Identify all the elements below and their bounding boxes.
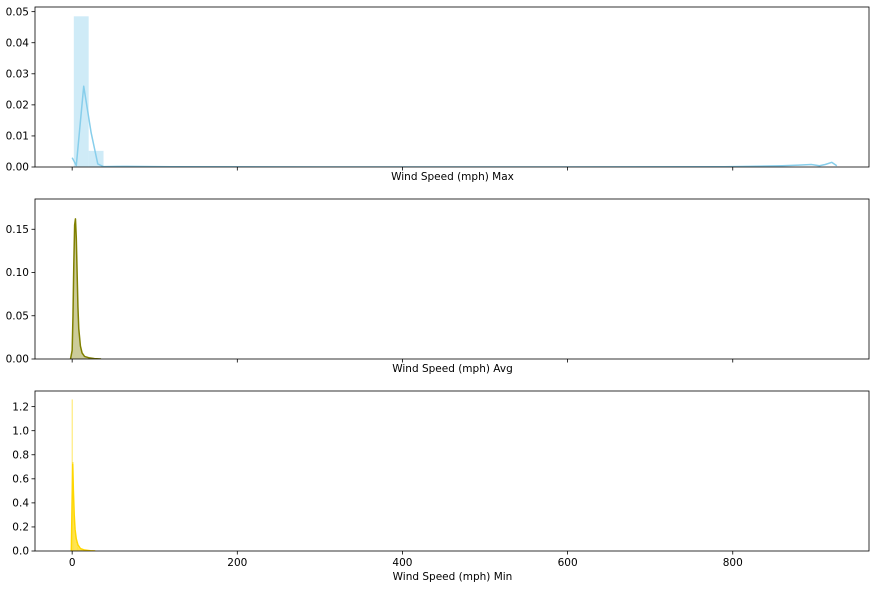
x-tick-label: 800	[723, 557, 743, 569]
x-tick-label: 200	[227, 557, 247, 569]
histogram-bar-4	[75, 535, 76, 551]
histogram-bar-2	[73, 511, 75, 551]
y-tick-label: 0.4	[12, 498, 29, 510]
subplot-3: 0.0 0.2 0.4 0.6 0.8 1.0 1.2 0 200 400 600 800 Wind S…	[12, 390, 870, 583]
histogram-bar-6	[76, 543, 78, 551]
kde-fill	[70, 218, 102, 359]
y-tick-label: 0.04	[6, 37, 30, 49]
plot-area	[71, 16, 838, 167]
axes-frame	[34, 198, 870, 360]
kde-line	[70, 463, 96, 551]
y-tick-label: 0.0	[12, 546, 29, 558]
y-tick-label: 1.2	[12, 401, 29, 413]
y-tick-label: 0.2	[12, 522, 29, 534]
y-tick-label: 0.05	[6, 6, 29, 18]
plot-area	[69, 218, 102, 359]
y-tick-label: 0.00	[6, 162, 29, 174]
kde-line	[69, 218, 102, 359]
y-tick-label: 0.10	[6, 267, 29, 279]
x-tick-label: 400	[392, 557, 412, 569]
x-axis-label: Wind Speed (mph) Avg	[392, 363, 513, 375]
axes-frame	[34, 6, 870, 168]
histogram-bar-8	[78, 547, 80, 551]
y-tick-label: 0.15	[6, 224, 29, 236]
y-tick-label: 0.05	[6, 310, 29, 322]
histogram-bar-0	[73, 16, 89, 167]
histogram-bar-3	[74, 526, 76, 551]
histogram-bar-9	[79, 548, 81, 551]
x-tick-label: 0	[69, 557, 76, 569]
kde-line	[71, 85, 838, 167]
subplot-2: 0.00 0.05 0.10 0.15 Wind Speed (mph) Avg	[6, 198, 870, 375]
y-tick-label: 1.0	[12, 425, 29, 437]
x-axis-label: Wind Speed (mph) Max	[391, 171, 514, 183]
axes-frame	[34, 390, 870, 552]
y-tick-label: 0.02	[6, 100, 29, 112]
subplot-1: 0.00 0.01 0.02 0.03 0.04 0.05 Wind Speed (mph)…	[6, 6, 870, 183]
y-tick-label: 0.03	[6, 68, 29, 80]
y-tick-label: 0.00	[6, 354, 29, 366]
y-tick-label: 0.6	[12, 474, 29, 486]
x-tick-label: 600	[558, 557, 578, 569]
histogram-bar-5	[75, 541, 77, 551]
x-axis-label: Wind Speed (mph) Min	[393, 571, 513, 583]
y-tick-label: 0.8	[12, 449, 29, 461]
histogram-bar-7	[77, 546, 79, 551]
histogram-bar-10	[80, 549, 83, 551]
plot-area	[70, 399, 96, 551]
y-tick-label: 0.01	[6, 131, 29, 143]
histogram-bar-1	[72, 461, 74, 551]
